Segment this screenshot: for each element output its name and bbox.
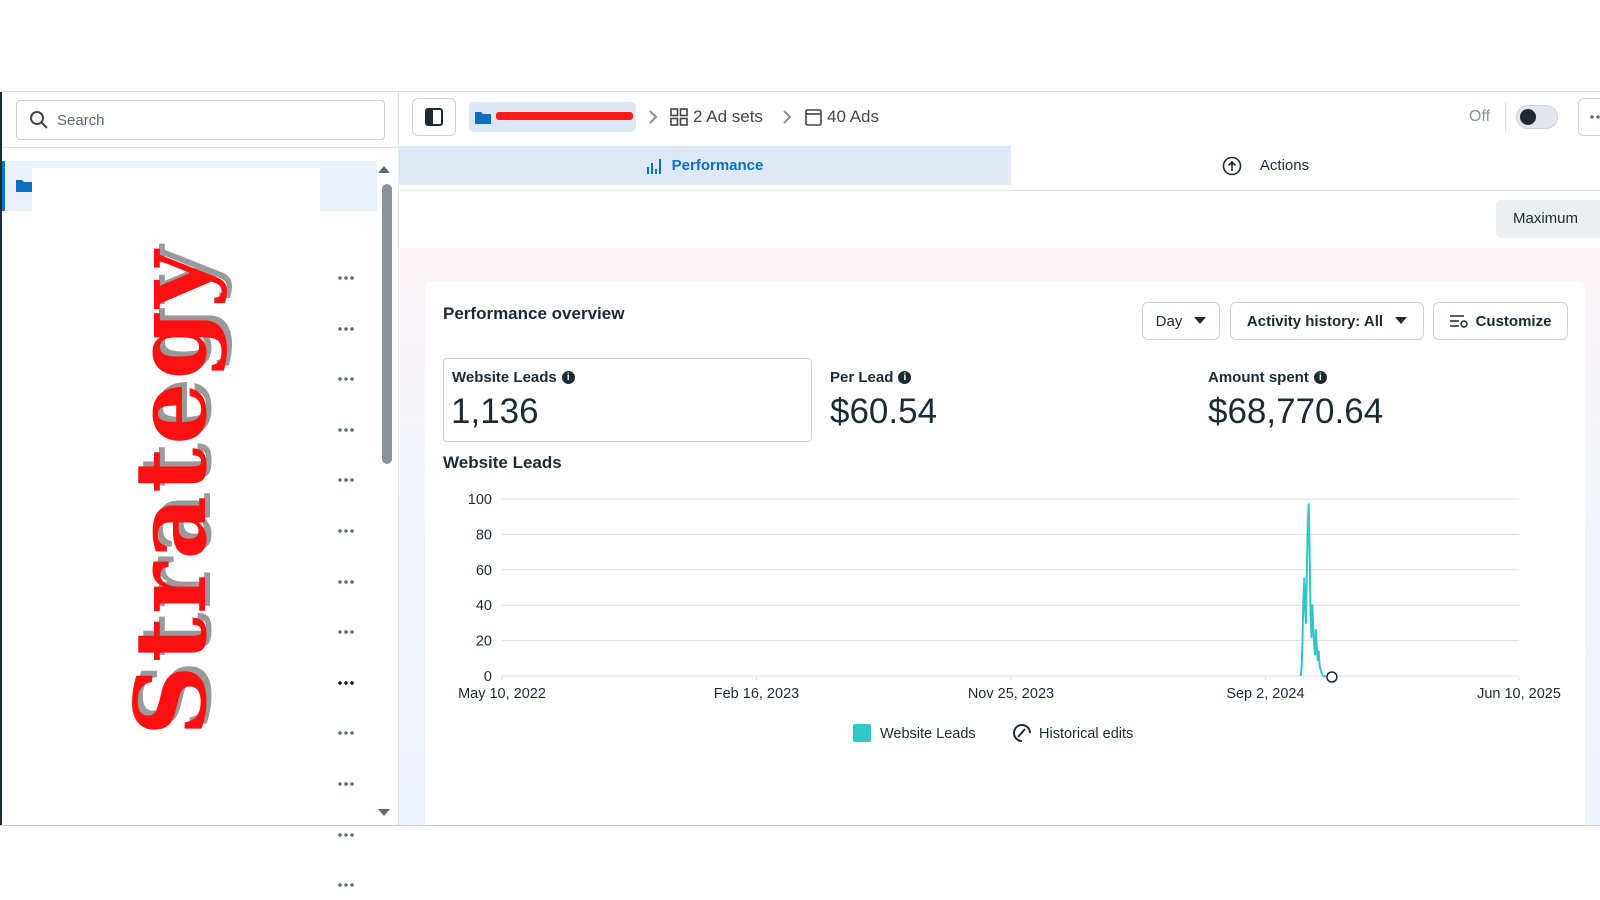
metric-label-text: Website Leads — [452, 369, 557, 386]
campaign-crumb[interactable] — [469, 102, 636, 132]
tab-performance[interactable]: Performance — [398, 146, 1011, 185]
scroll-down[interactable] — [377, 808, 391, 818]
row-more[interactable] — [337, 579, 355, 584]
adsets-icon — [670, 108, 688, 126]
row-more[interactable] — [337, 478, 355, 483]
row-more[interactable] — [337, 883, 355, 888]
status-toggle[interactable] — [1516, 105, 1558, 129]
activity-button[interactable]: Activity history: All — [1230, 302, 1424, 340]
toggle-knob — [1520, 109, 1536, 125]
row-more[interactable] — [337, 680, 355, 685]
tabs-divider — [398, 190, 1600, 191]
day-button[interactable]: Day — [1142, 302, 1220, 340]
metric-label: Amount spent i — [1208, 369, 1327, 386]
row-more[interactable] — [337, 427, 355, 432]
metric-label: Website Leads i — [452, 369, 575, 386]
metric-label: Per Lead i — [830, 369, 912, 386]
button-label: Day — [1155, 312, 1183, 330]
tab-actions[interactable]: Actions — [1011, 146, 1600, 185]
overlay-text: Strategy — [114, 247, 229, 737]
search-box[interactable]: Search — [16, 100, 385, 140]
panel-toggle[interactable] — [412, 98, 456, 136]
actions-icon — [1222, 156, 1242, 175]
chevron — [649, 110, 658, 124]
scroll-up[interactable] — [377, 164, 391, 174]
caret — [1395, 317, 1408, 324]
redacted-list — [32, 168, 320, 825]
row-more[interactable] — [337, 731, 355, 736]
left-edge — [0, 92, 2, 825]
tab-label: Actions — [1259, 157, 1310, 174]
ads-crumb[interactable]: 40 Ads — [827, 107, 879, 126]
row-more[interactable] — [337, 326, 355, 331]
overview-panel — [425, 282, 1585, 825]
sidebar: Search Strategy — [2, 92, 399, 888]
row-more[interactable] — [337, 782, 355, 786]
row-more[interactable] — [337, 630, 355, 635]
selected-indicator — [2, 161, 5, 211]
sidebar-divider — [2, 147, 398, 148]
ads-icon — [805, 109, 822, 126]
chart-title: Website Leads — [443, 453, 562, 472]
scrollbar-thumb[interactable] — [382, 184, 392, 464]
redaction — [496, 112, 633, 120]
metric-card-selected[interactable] — [443, 358, 812, 442]
chart-icon — [646, 158, 661, 174]
info-icon: i — [898, 371, 912, 384]
more-dots — [1589, 115, 1600, 119]
metric-label-text: Amount spent — [1208, 369, 1309, 386]
metric-value: $60.54 — [830, 392, 938, 431]
row-more[interactable] — [337, 377, 355, 382]
folder-icon — [16, 180, 32, 192]
row-more[interactable] — [337, 529, 355, 533]
info-icon: i — [1313, 371, 1327, 384]
metric-label-text: Per Lead — [830, 369, 894, 386]
customize-icon — [1449, 315, 1468, 328]
search-icon — [30, 111, 48, 129]
tab-label: Performance — [671, 157, 764, 174]
customize-button[interactable]: Customize — [1433, 302, 1568, 340]
top-border — [0, 91, 1600, 92]
info-icon: i — [561, 371, 575, 384]
attribution-button[interactable]: Maximum — [1496, 200, 1600, 238]
metric-value: 1,136 — [451, 392, 539, 431]
panel-title: Performance overview — [443, 304, 625, 323]
panel-icon — [425, 108, 443, 126]
adsets-crumb[interactable]: 2 Ad sets — [693, 107, 763, 126]
chevron — [783, 110, 792, 124]
caret — [1194, 317, 1207, 324]
metric-value: $68,770.64 — [1208, 392, 1384, 431]
row-more[interactable] — [337, 276, 355, 280]
bottom-border — [0, 825, 1600, 826]
status-label: Off — [1469, 108, 1491, 125]
row-more[interactable] — [337, 832, 355, 837]
button-label: Activity history: All — [1246, 312, 1384, 330]
search-placeholder: Search — [57, 111, 105, 129]
folder-icon — [475, 112, 491, 124]
button-label: Customize — [1475, 312, 1552, 330]
more-button[interactable] — [1578, 98, 1600, 136]
divider — [1505, 102, 1506, 132]
